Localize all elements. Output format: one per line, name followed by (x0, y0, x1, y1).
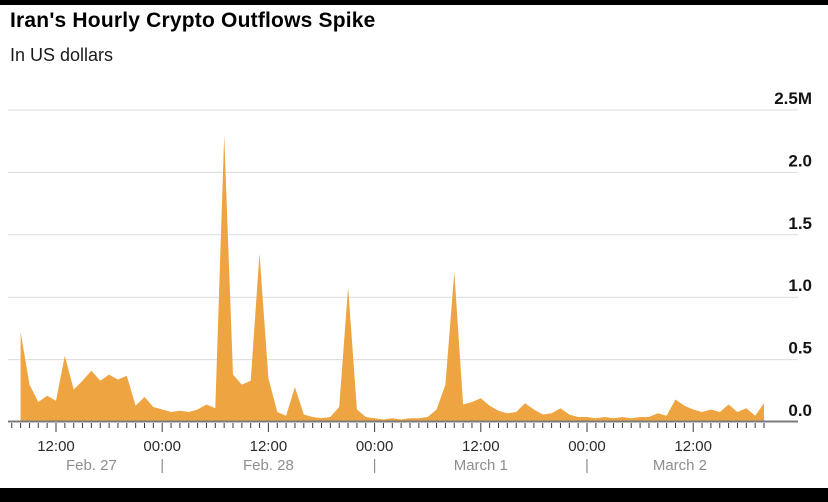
y-tick-label: 2.5M (774, 89, 812, 108)
y-tick-label: 0.5 (788, 339, 812, 358)
y-tick-label: 2.0 (788, 151, 812, 170)
date-separator: | (373, 457, 377, 474)
x-tick-label: 12:00 (674, 438, 712, 455)
date-label: March 1 (454, 457, 508, 474)
x-tick-label: 00:00 (568, 438, 606, 455)
date-label: Feb. 27 (66, 457, 117, 474)
x-tick-label: 12:00 (250, 438, 288, 455)
date-label: March 2 (653, 457, 707, 474)
x-tick-label: 12:00 (462, 438, 500, 455)
date-separator: | (585, 457, 589, 474)
bottom-border-bar (0, 488, 828, 502)
top-border-bar (0, 0, 828, 5)
x-tick-label: 00:00 (356, 438, 394, 455)
date-separator: | (160, 457, 164, 474)
y-tick-label: 0.0 (788, 401, 812, 420)
y-tick-label: 1.0 (788, 276, 812, 295)
date-label: Feb. 28 (243, 457, 294, 474)
chart-title: Iran's Hourly Crypto Outflows Spike (10, 9, 376, 32)
y-tick-label: 1.5 (788, 214, 812, 233)
x-tick-label: 00:00 (143, 438, 181, 455)
x-tick-label: 12:00 (37, 438, 75, 455)
chart-subtitle: In US dollars (10, 45, 114, 65)
area-series-path (20, 135, 765, 421)
